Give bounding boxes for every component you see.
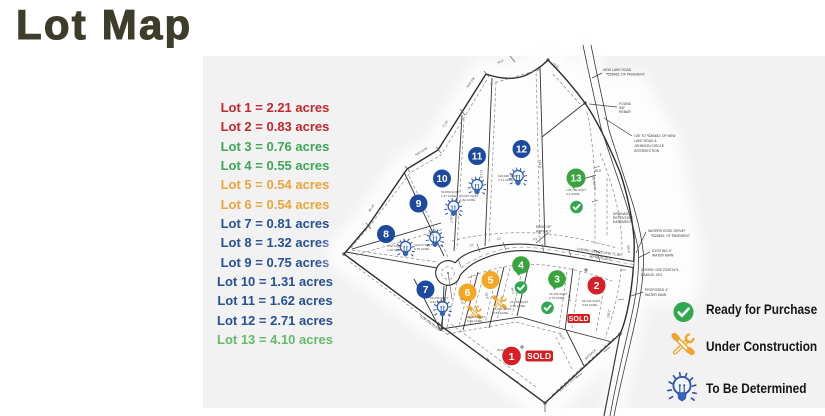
svg-text:C4: C4 <box>497 236 502 241</box>
svg-text:0.81 ACRE: 0.81 ACRE <box>430 300 445 304</box>
svg-text:55.0': 55.0' <box>497 58 505 65</box>
svg-text:48.3': 48.3' <box>558 333 566 341</box>
svg-text:118,048 SQFT: 118,048 SQFT <box>498 174 518 178</box>
svg-text:5/8": 5/8" <box>619 106 626 110</box>
svg-text:EDGE OF: EDGE OF <box>536 225 551 229</box>
svg-text:1: 1 <box>509 351 515 363</box>
svg-text:35,248 SQFT: 35,248 SQFT <box>430 296 449 300</box>
svg-text:36,344 SQFT: 36,344 SQFT <box>582 299 601 303</box>
svg-text:12: 12 <box>516 145 528 156</box>
svg-text:35.0': 35.0' <box>594 169 602 173</box>
svg-text:0.76 ACRE: 0.76 ACRE <box>549 296 564 300</box>
svg-text:7: 7 <box>423 284 429 296</box>
svg-text:SOLD: SOLD <box>527 351 551 361</box>
svg-text:1.27 ACRE: 1.27 ACRE <box>441 194 456 198</box>
svg-text:0.54 ACRE: 0.54 ACRE <box>467 319 482 323</box>
svg-text:71.51': 71.51' <box>441 119 449 129</box>
svg-text:WATER MAIN: WATER MAIN <box>645 293 667 297</box>
svg-text:1.62 ACRE: 1.62 ACRE <box>460 198 475 202</box>
svg-text:FOUND: FOUND <box>619 102 632 106</box>
svg-text:PROPOSED 4": PROPOSED 4" <box>645 288 669 292</box>
svg-text:℃#8452; OF PAVEMENT: ℃#8452; OF PAVEMENT <box>651 234 690 238</box>
svg-text:SOLD: SOLD <box>569 316 589 323</box>
svg-text:1.32 ACRE: 1.32 ACRE <box>387 248 402 252</box>
svg-text:183.0': 183.0' <box>538 160 542 169</box>
svg-text:C5: C5 <box>469 243 474 248</box>
svg-text:NEW LAKE ROAD: NEW LAKE ROAD <box>603 68 632 72</box>
svg-text:10: 10 <box>436 174 448 185</box>
svg-text:23,958 SQFT: 23,958 SQFT <box>510 300 529 304</box>
svg-text:13: 13 <box>570 174 582 185</box>
svg-text:EXISTING 4": EXISTING 4" <box>652 249 673 253</box>
svg-text:23,496 SQFT: 23,496 SQFT <box>493 307 512 311</box>
svg-text:3: 3 <box>554 274 560 286</box>
svg-text:INTERSECTION: INTERSECTION <box>634 149 660 153</box>
svg-text:0.75 ACRE: 0.75 ACRE <box>414 247 429 251</box>
svg-text:DRAINAGE: DRAINAGE <box>613 212 631 216</box>
svg-text:RADIUS: 25.0: RADIUS: 25.0 <box>641 273 662 277</box>
svg-text:SETBACK: SETBACK <box>591 175 598 191</box>
svg-text:WATERS EDGE DRIVE*: WATERS EDGE DRIVE* <box>648 229 686 233</box>
svg-text:JOHNSON CIRCLE: JOHNSON CIRCLE <box>634 144 665 148</box>
svg-text:420.6': 420.6' <box>626 245 631 254</box>
svg-text:RETENTION: RETENTION <box>613 216 633 220</box>
svg-text:4.1 ACRE: 4.1 ACRE <box>566 192 580 196</box>
svg-text:120.0': 120.0' <box>427 228 435 237</box>
svg-text:53.6': 53.6' <box>484 292 490 300</box>
svg-text:0.55 ACRE: 0.55 ACRE <box>510 304 525 308</box>
svg-text:51.8': 51.8' <box>459 297 465 305</box>
svg-text:5: 5 <box>488 275 494 287</box>
svg-text:54.1': 54.1' <box>510 287 515 295</box>
svg-text:9: 9 <box>416 198 422 210</box>
svg-text:℃#8452; OF PAVEMENT: ℃#8452; OF PAVEMENT <box>606 73 645 77</box>
svg-text:0.54 ACRE: 0.54 ACRE <box>493 311 508 315</box>
svg-text:REBAR: REBAR <box>619 110 631 114</box>
svg-text:±26' TO ℃#8452; OF NEW: ±26' TO ℃#8452; OF NEW <box>634 134 676 138</box>
svg-text:54,890 SQFT: 54,890 SQFT <box>441 190 460 194</box>
svg-text:CHORD: S51°23'14"W 71.88': CHORD: S51°23'14"W 71.88' <box>577 247 622 257</box>
svg-text:158.2': 158.2' <box>449 215 454 224</box>
svg-text:1,32 SQFT: 1,32 SQFT <box>387 244 402 248</box>
svg-text:75.0': 75.0' <box>551 62 559 70</box>
svg-text:ASPHALT: ASPHALT <box>536 230 551 234</box>
svg-text:88.13': 88.13' <box>368 203 376 212</box>
svg-text:N46°10'W: N46°10'W <box>414 146 428 157</box>
svg-text:2.71 ACRE: 2.71 ACRE <box>498 178 513 182</box>
svg-text:96,5(1): 96,5(1) <box>497 348 507 352</box>
svg-text:70,567 SQFT: 70,567 SQFT <box>460 194 479 198</box>
svg-text:N29°5'W: N29°5'W <box>466 76 476 88</box>
svg-text:EASEMENT: EASEMENT <box>613 220 632 224</box>
svg-text:33,106 SQFT: 33,106 SQFT <box>549 292 568 296</box>
svg-text:58.9': 58.9' <box>567 295 572 303</box>
svg-text:32,670 SQFT: 32,670 SQFT <box>414 243 433 247</box>
svg-text:LAKE ROAD &: LAKE ROAD & <box>634 139 657 143</box>
svg-text:0.83 ACRE: 0.83 ACRE <box>582 303 597 307</box>
svg-text:WATER MAIN: WATER MAIN <box>652 254 674 258</box>
svg-text:C3: C3 <box>533 237 538 241</box>
svg-text:11: 11 <box>472 152 483 163</box>
svg-text:6: 6 <box>465 287 471 299</box>
svg-text:8: 8 <box>383 229 389 241</box>
svg-text:178,780 SQFT: 178,780 SQFT <box>566 188 586 192</box>
svg-text:155.2': 155.2' <box>606 309 611 318</box>
svg-text:CHORD: N34°23'40"W 5...: CHORD: N34°23'40"W 5... <box>641 268 681 272</box>
svg-text:23,496 SQFT: 23,496 SQFT <box>467 315 486 319</box>
svg-text:4: 4 <box>518 260 524 272</box>
svg-text:2: 2 <box>594 280 600 292</box>
svg-text:171.5': 171.5' <box>479 170 483 179</box>
svg-text:RADIUS: 25.0: RADIUS: 25.0 <box>590 254 612 261</box>
